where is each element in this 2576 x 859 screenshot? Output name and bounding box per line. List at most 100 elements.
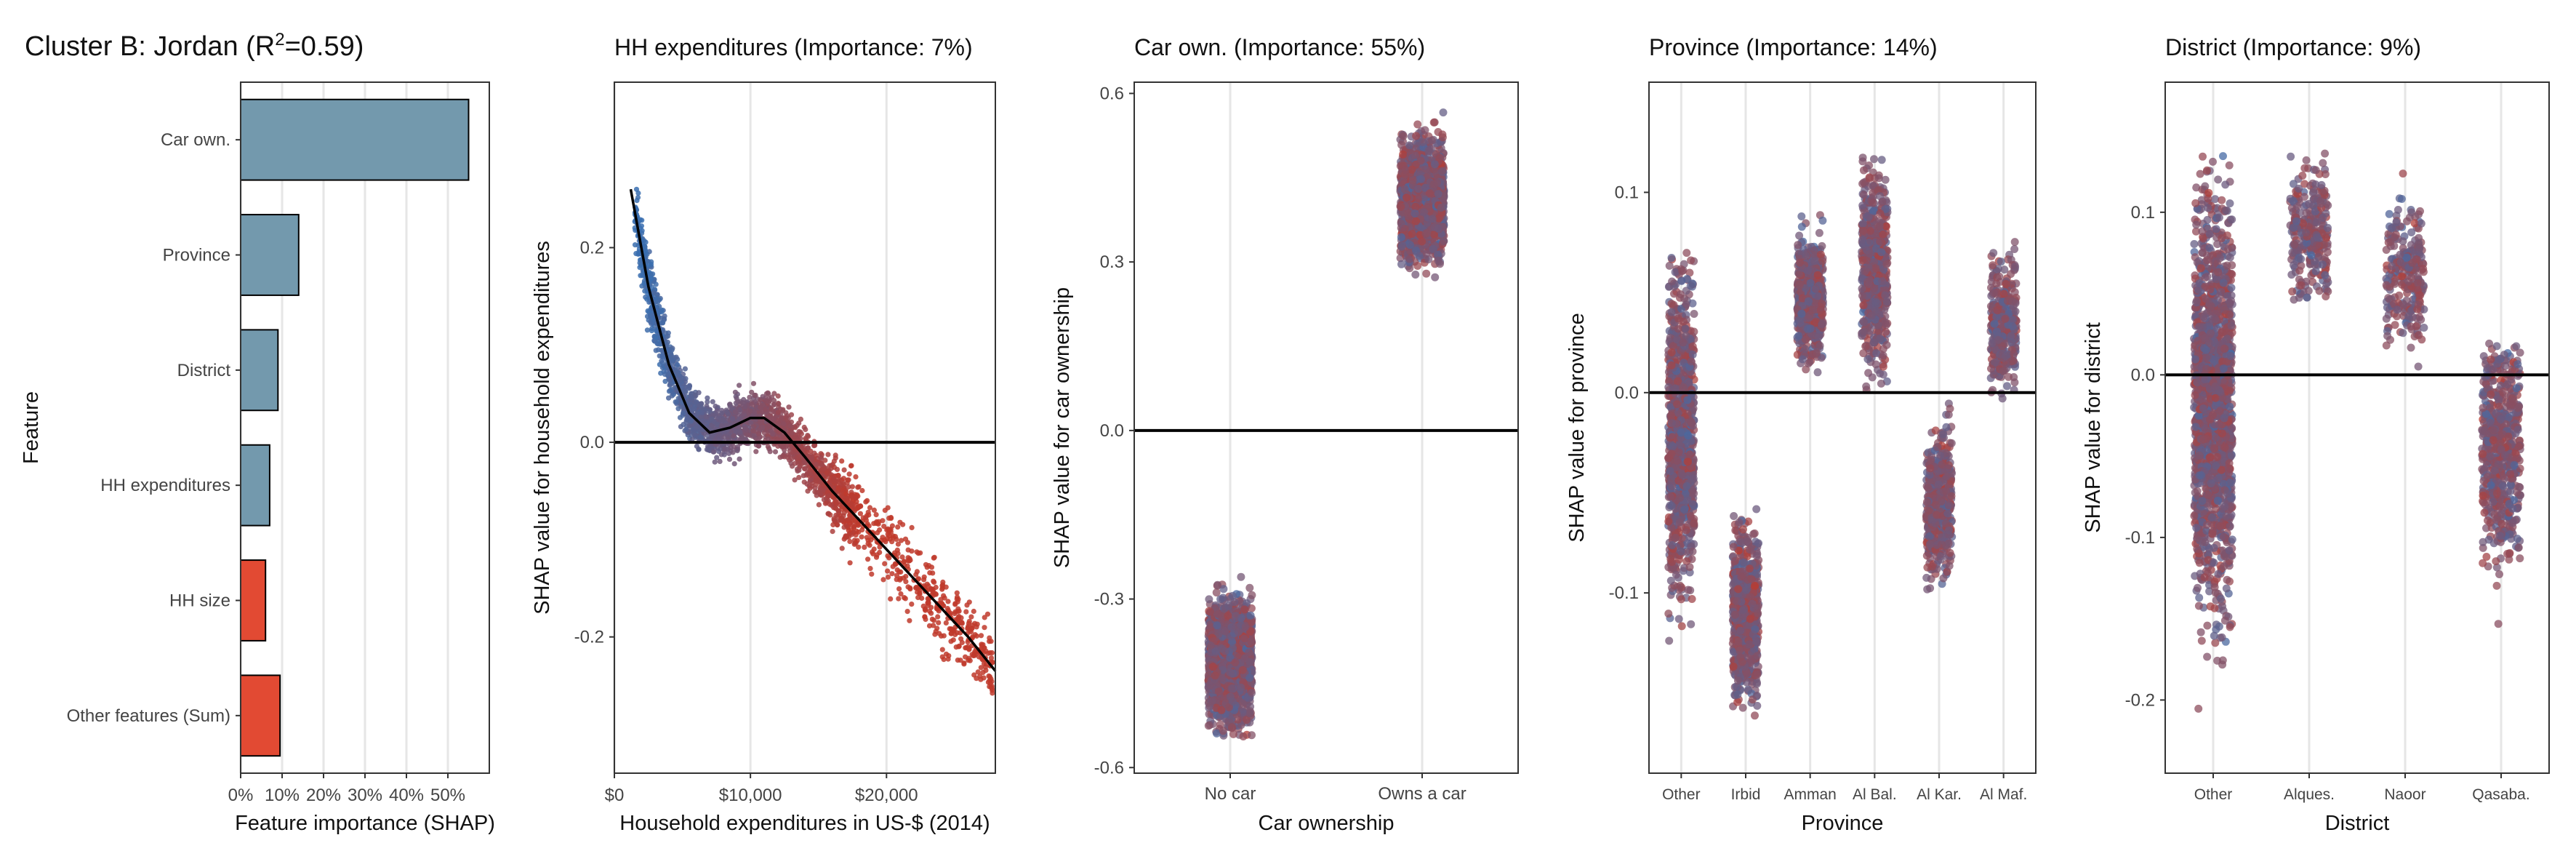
hh-exp-point <box>766 391 771 396</box>
hh-exp-point <box>971 652 977 658</box>
hh-exp-point <box>904 609 910 615</box>
car-own-point <box>1240 634 1249 643</box>
hh-exp-point <box>662 313 667 319</box>
importance-bar <box>240 444 270 527</box>
hh-exp-point <box>978 633 984 639</box>
car-own-point <box>1224 602 1233 610</box>
hh-exp-point <box>922 614 928 620</box>
hh-exp-point <box>713 403 718 409</box>
hh-exp-point <box>859 487 865 494</box>
hh-exp-point <box>819 462 825 468</box>
hh-exp-point <box>882 561 888 567</box>
car-own-point <box>1218 662 1227 671</box>
hh-exp-point <box>758 404 763 410</box>
hh-exp-point <box>675 406 681 412</box>
importance-category-label: HH expenditures <box>100 476 230 495</box>
hh-exp-ytick-label: -0.2 <box>574 628 604 647</box>
car-own-point <box>1228 697 1237 706</box>
car-own-point <box>1214 610 1222 618</box>
importance-xtick-label: 10% <box>265 786 300 805</box>
hh-exp-point <box>862 544 867 551</box>
hh-exp-point <box>889 571 895 577</box>
hh-exp-point <box>653 334 659 340</box>
hh-exp-point <box>831 464 838 471</box>
hh-exp-point <box>888 527 894 532</box>
hh-exp-point <box>923 607 928 613</box>
car-own-point <box>1213 580 1222 589</box>
hh-exp-point <box>659 307 665 313</box>
hh-exp-point <box>760 424 766 430</box>
hh-exp-point <box>801 473 806 479</box>
hh-exp-point <box>798 431 804 437</box>
importance-chart: 0% 10% 20% 30% 40% 50%Car own.ProvinceDistric… <box>20 81 495 835</box>
car-own-point <box>1238 666 1247 674</box>
hh-exp-point <box>796 420 802 426</box>
hh-exp-point <box>712 459 718 465</box>
hh-exp-point <box>894 567 900 573</box>
hh-exp-point <box>886 555 892 561</box>
hh-exp-point <box>952 611 958 617</box>
hh-exp-point <box>692 432 699 438</box>
hh-exp-point <box>840 476 846 482</box>
hh-exp-point <box>674 399 680 405</box>
hh-exp-point <box>765 444 771 450</box>
hh-exp-point <box>971 608 976 615</box>
hh-exp-point <box>955 606 961 612</box>
hh-exp-point <box>709 416 715 422</box>
hh-exp-point <box>857 511 863 516</box>
hh-exp-point <box>833 479 839 484</box>
hh-exp-point <box>714 408 720 414</box>
hh-exp-points <box>632 186 995 696</box>
hh-exp-point <box>867 566 873 572</box>
car-own-point <box>1439 108 1448 117</box>
car-own-point <box>1245 583 1254 592</box>
car-own-point <box>1245 674 1254 682</box>
car-own-point <box>1248 689 1256 698</box>
hh-exp-point <box>934 626 940 631</box>
hh-exp-title: HH expenditures (Importance: 7%) <box>614 34 973 60</box>
hh-exp-point <box>838 517 843 523</box>
hh-exp-point <box>936 620 942 626</box>
hh-exp-point <box>709 434 715 440</box>
hh-exp-point <box>694 443 700 450</box>
hh-exp-point <box>984 611 991 617</box>
hh-exp-point <box>644 327 651 333</box>
importance-category-label: District <box>177 361 231 380</box>
car-own-point <box>1204 722 1213 730</box>
hh-exp-point <box>698 434 705 440</box>
importance-category-label: Car own. <box>161 130 230 150</box>
hh-exp-point <box>966 618 972 624</box>
importance-xtick-label: 30% <box>348 786 382 805</box>
hh-exp-point <box>900 522 906 527</box>
hh-exp-point <box>931 578 936 584</box>
hh-exp-point <box>705 399 710 405</box>
importance-bar <box>240 98 470 181</box>
car-own-point <box>1227 684 1236 692</box>
hh-exp-point <box>833 500 840 506</box>
hh-exp-point <box>643 239 649 245</box>
importance-bar <box>240 329 279 412</box>
hh-exp-point <box>840 513 846 519</box>
hh-exp-point <box>654 340 660 346</box>
car-own-point <box>1212 588 1221 597</box>
hh-exp-point <box>680 410 686 416</box>
hh-exp-point <box>956 643 962 649</box>
hh-exp-point <box>902 596 908 602</box>
hh-exp-point <box>880 535 886 540</box>
hh-exp-point <box>863 515 869 521</box>
hh-exp-point <box>655 347 662 353</box>
hh-exp-point <box>847 560 853 566</box>
hh-exp-point <box>775 400 781 407</box>
hh-exp-point <box>839 458 845 464</box>
hh-exp-point <box>885 568 891 574</box>
hh-exp-point <box>885 574 891 580</box>
hh-exp-point <box>961 661 967 667</box>
hh-exp-point <box>750 380 757 386</box>
hh-exp-point <box>659 358 665 364</box>
hh-exp-point <box>775 409 781 415</box>
importance-frame <box>240 81 490 774</box>
hh-exp-point <box>964 602 970 608</box>
car-own-point <box>1237 683 1245 692</box>
